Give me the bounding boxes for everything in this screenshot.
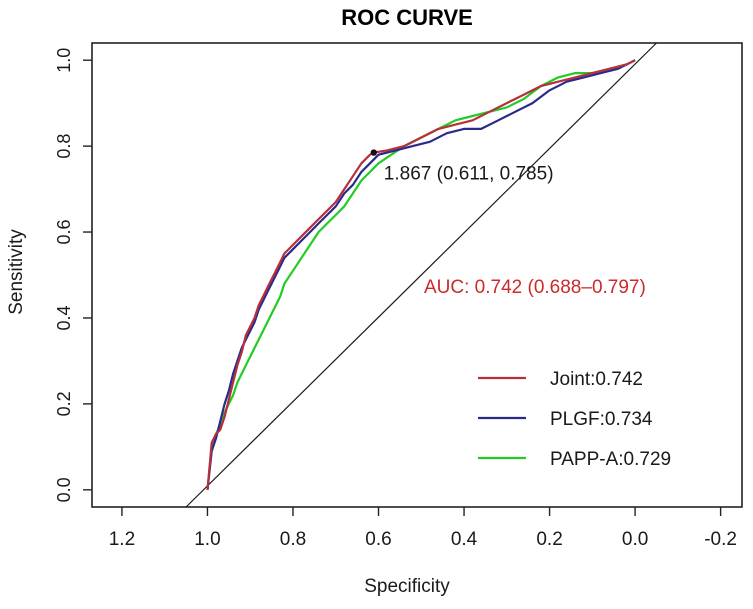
diagonal-reference-line — [185, 42, 657, 508]
x-tick-label: 1.2 — [109, 529, 135, 550]
plot-area: 1.2 1.0 0.8 0.6 0.4 0.2 0.0 -0.2 0.0 0.2 0.4 0.6 0.8… — [54, 42, 743, 550]
legend-label: PLGF:0.734 — [550, 409, 653, 430]
y-tick-label: 0.0 — [54, 477, 74, 502]
legend-label: Joint:0.742 — [550, 369, 643, 390]
y-axis-label: Sensitivity — [6, 229, 27, 315]
roc-series-line — [206, 59, 636, 490]
legend-label: PAPP-A:0.729 — [550, 449, 671, 470]
roc-series-line — [206, 59, 636, 490]
y-tick-label: 0.2 — [54, 391, 74, 416]
x-tick-label: 0.0 — [622, 529, 648, 550]
x-axis-label: Specificity — [364, 576, 450, 597]
y-tick-label: 0.4 — [54, 305, 74, 330]
chart-title: ROC CURVE — [341, 5, 473, 30]
x-tick-label: 0.8 — [280, 529, 306, 550]
y-tick-label: 0.6 — [54, 220, 74, 245]
roc-series-line — [206, 59, 636, 490]
x-tick-label: 0.4 — [451, 529, 478, 550]
y-tick-label: 0.8 — [54, 134, 74, 159]
y-tick-label: 1.0 — [54, 48, 74, 73]
x-tick-label: 0.2 — [536, 529, 562, 550]
auc-annotation: AUC: 0.742 (0.688–0.797) — [424, 277, 646, 298]
x-tick-label: -0.2 — [704, 529, 737, 550]
x-tick-label: 0.6 — [365, 529, 391, 550]
plot-frame — [91, 42, 743, 508]
threshold-point — [370, 149, 378, 156]
x-tick-label: 1.0 — [194, 529, 220, 550]
threshold-label: 1.867 (0.611, 0.785) — [384, 164, 554, 185]
